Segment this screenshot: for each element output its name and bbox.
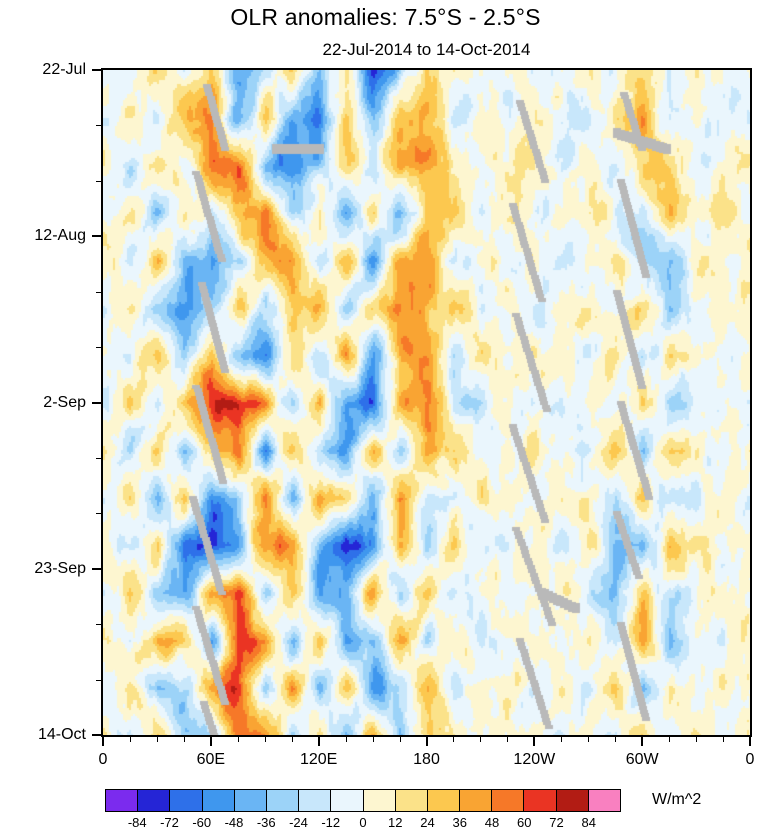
colorbar-tick-label: -24 [289, 815, 308, 830]
x-axis-minor-tick [129, 737, 131, 742]
colorbar-tick-label: -36 [256, 815, 276, 830]
y-axis-minor-tick [96, 291, 101, 293]
colorbar-tick-label: -72 [160, 815, 179, 830]
colorbar-box [426, 789, 461, 812]
y-axis-major-tick [92, 734, 101, 736]
y-axis-minor-tick [96, 180, 101, 182]
colorbar-tick-label: 36 [452, 815, 467, 830]
colorbar-tick-label: -48 [224, 815, 244, 830]
x-axis-minor-tick [372, 737, 374, 742]
colorbar-tick-label: 84 [581, 815, 596, 830]
x-axis-minor-tick [291, 737, 293, 742]
x-axis-minor-tick [183, 737, 185, 742]
x-axis-minor-tick [237, 737, 239, 742]
y-axis-minor-tick [96, 347, 101, 349]
x-axis-major-tick [425, 737, 428, 746]
y-axis-minor-tick [96, 457, 101, 459]
colorbar-box [362, 789, 396, 812]
colorbar-box [201, 789, 235, 812]
y-axis-tick-label: 14-Oct [37, 726, 86, 743]
colorbar-box [394, 789, 428, 812]
x-axis-minor-tick [399, 737, 401, 742]
x-axis-minor-tick [345, 737, 347, 742]
colorbar-box [330, 789, 364, 812]
y-axis-major-tick [92, 567, 101, 570]
colorbar-box [587, 789, 621, 812]
y-axis-major-tick [92, 401, 101, 404]
colorbar-tick-label: -84 [127, 815, 147, 830]
colorbar-box [298, 789, 332, 812]
x-axis-minor-tick [696, 737, 698, 742]
x-axis-minor-tick [480, 737, 482, 742]
y-axis-major-tick [92, 235, 101, 238]
colorbar-box [459, 789, 493, 812]
colorbar [105, 789, 621, 812]
x-axis-minor-tick [588, 737, 590, 742]
x-axis-minor-tick [507, 737, 509, 742]
x-axis-tick-label: 0 [745, 751, 755, 768]
chart-subtitle: 22-Jul-2014 to 14-Oct-2014 [322, 40, 531, 59]
y-axis-major-tick [92, 69, 101, 71]
hovmoller-field-canvas [103, 70, 750, 735]
y-axis-minor-tick [96, 679, 101, 681]
colorbar-box [491, 789, 525, 812]
plot-area [101, 68, 752, 737]
colorbar-tick-label: 60 [517, 815, 532, 830]
colorbar-tick-label: 12 [388, 815, 403, 830]
colorbar-box [105, 789, 139, 812]
colorbar-box [523, 789, 557, 812]
colorbar-box [137, 789, 171, 812]
x-axis-tick-label: 180 [413, 751, 440, 768]
x-axis-tick-label: 120E [299, 751, 338, 768]
y-axis-tick-label: 23-Sep [34, 559, 86, 577]
x-axis-major-tick [533, 737, 536, 746]
x-axis-minor-tick [264, 737, 266, 742]
colorbar-tick-label: 48 [484, 815, 500, 830]
colorbar-box [233, 789, 267, 812]
x-axis-minor-tick [453, 737, 455, 742]
x-axis-tick-label: 120W [513, 751, 556, 768]
y-axis-minor-tick [96, 125, 101, 127]
y-axis-minor-tick [96, 624, 101, 626]
colorbar-box [555, 789, 589, 812]
x-axis-minor-tick [723, 737, 725, 742]
colorbar-tick-label: -60 [192, 815, 212, 830]
x-axis-major-tick [102, 737, 104, 746]
colorbar-box [169, 789, 203, 812]
y-axis-tick-label: 22-Jul [42, 61, 86, 78]
x-axis-tick-label: 60E [196, 751, 226, 768]
x-axis-major-tick [641, 737, 644, 746]
colorbar-box [265, 789, 300, 812]
colorbar-tick-label: 0 [359, 815, 367, 830]
x-axis-tick-label: 60W [625, 751, 659, 768]
colorbar-tick-label: -12 [321, 815, 341, 830]
y-axis-tick-label: 2-Sep [43, 393, 86, 411]
y-axis-tick-label: 12-Aug [34, 227, 86, 245]
x-axis-major-tick [209, 737, 212, 746]
x-axis-minor-tick [615, 737, 617, 742]
colorbar-tick-label: 24 [420, 815, 435, 830]
x-axis-minor-tick [561, 737, 563, 742]
chart-title: OLR anomalies: 7.5°S - 2.5°S [230, 4, 541, 30]
x-axis-major-tick [749, 737, 751, 746]
x-axis-major-tick [317, 737, 320, 746]
colorbar-unit-label: W/m^2 [652, 791, 702, 808]
x-axis-minor-tick [669, 737, 671, 742]
x-axis-minor-tick [156, 737, 158, 742]
y-axis-minor-tick [96, 513, 101, 515]
colorbar-tick-label: 72 [549, 815, 564, 830]
x-axis-tick-label: 0 [98, 751, 108, 768]
